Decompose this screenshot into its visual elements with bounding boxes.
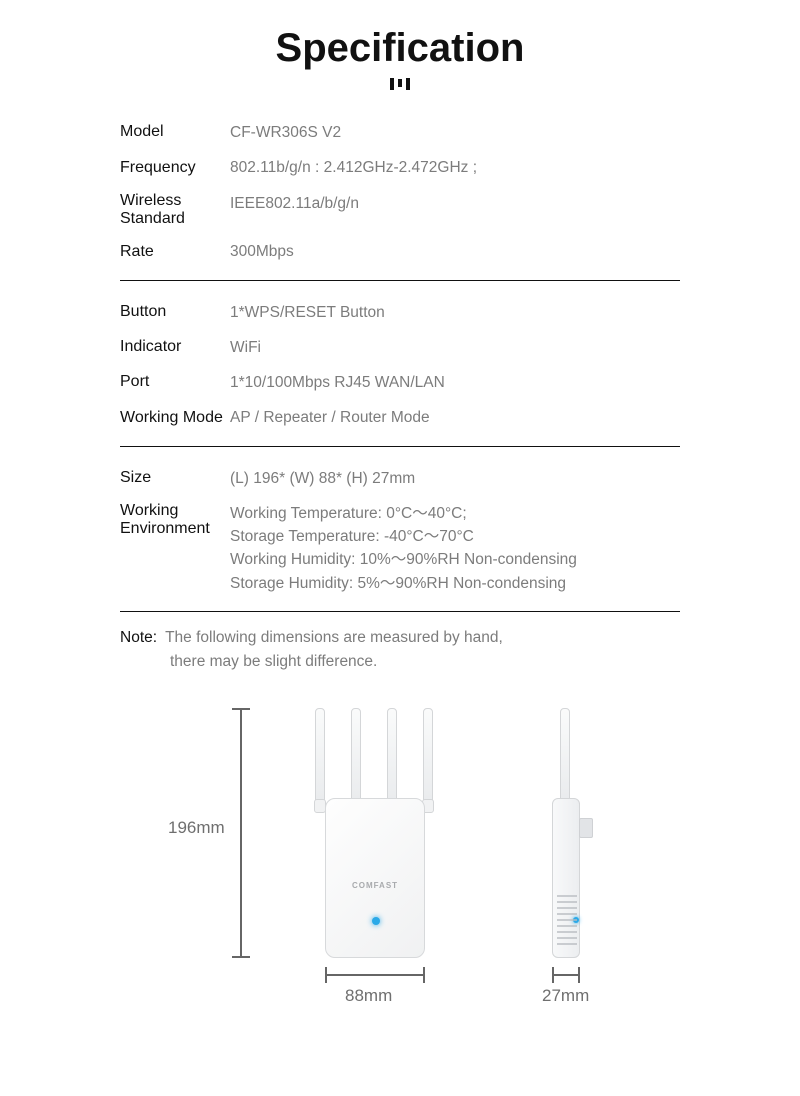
spec-value: 802.11b/g/n : 2.412GHz-2.472GHz ; bbox=[230, 156, 477, 179]
spec-row: Wireless StandardIEEE802.11a/b/g/n bbox=[120, 186, 680, 235]
spec-label: Working Environment bbox=[120, 502, 230, 539]
spec-value: AP / Repeater / Router Mode bbox=[230, 406, 430, 429]
spec-group: ModelCF-WR306S V2Frequency802.11b/g/n : … bbox=[120, 115, 680, 270]
note-block: Note: The following dimensions are measu… bbox=[120, 626, 680, 674]
spec-label: Wireless Standard bbox=[120, 192, 230, 229]
antenna-icon bbox=[560, 708, 570, 804]
width-label: 88mm bbox=[345, 986, 392, 1006]
spec-label: Frequency bbox=[120, 159, 230, 177]
device-body-side bbox=[552, 798, 580, 958]
spec-value: (L) 196* (W) 88* (H) 27mm bbox=[230, 467, 415, 490]
height-label: 196mm bbox=[168, 818, 225, 838]
device-front-illustration: COMFAST bbox=[295, 708, 455, 958]
spec-value: 1*10/100Mbps RJ45 WAN/LAN bbox=[230, 371, 445, 394]
spec-value: IEEE802.11a/b/g/n bbox=[230, 192, 359, 215]
depth-label: 27mm bbox=[542, 986, 589, 1006]
spec-row: Working ModeAP / Repeater / Router Mode bbox=[120, 400, 680, 435]
spec-row: Port1*10/100Mbps RJ45 WAN/LAN bbox=[120, 365, 680, 400]
spec-group: Button1*WPS/RESET ButtonIndicatorWiFiPor… bbox=[120, 295, 680, 436]
spec-groups: ModelCF-WR306S V2Frequency802.11b/g/n : … bbox=[0, 115, 800, 612]
antenna-icon bbox=[315, 708, 325, 806]
spec-sheet: Specification ModelCF-WR306S V2Frequency… bbox=[0, 0, 800, 1068]
note-line1: The following dimensions are measured by… bbox=[165, 629, 503, 646]
page-title: Specification bbox=[0, 26, 800, 71]
height-bracket-icon bbox=[240, 708, 242, 958]
vent-icon bbox=[557, 895, 577, 947]
note-label: Note: bbox=[120, 629, 157, 646]
dimension-drawing: 196mm COMFAST 88mm 27mm bbox=[120, 698, 680, 1028]
spec-row: IndicatorWiFi bbox=[120, 330, 680, 365]
brand-label: COMFAST bbox=[326, 881, 424, 890]
spec-label: Button bbox=[120, 303, 230, 321]
antenna-icon bbox=[387, 708, 397, 806]
group-divider bbox=[120, 446, 680, 447]
group-divider bbox=[120, 611, 680, 612]
spec-row: Frequency802.11b/g/n : 2.412GHz-2.472GHz… bbox=[120, 150, 680, 185]
antenna-icon bbox=[423, 708, 433, 806]
depth-bracket-icon bbox=[552, 974, 580, 976]
spec-value: 300Mbps bbox=[230, 240, 294, 263]
spec-row: Working EnvironmentWorking Temperature: … bbox=[120, 496, 680, 601]
antenna-icon bbox=[351, 708, 361, 806]
width-bracket-icon bbox=[325, 974, 425, 976]
spec-label: Rate bbox=[120, 243, 230, 261]
group-divider bbox=[120, 280, 680, 281]
spec-label: Model bbox=[120, 123, 230, 141]
spec-label: Indicator bbox=[120, 338, 230, 356]
spec-value: 1*WPS/RESET Button bbox=[230, 301, 385, 324]
spec-label: Size bbox=[120, 469, 230, 487]
device-body-front: COMFAST bbox=[325, 798, 425, 958]
spec-value: WiFi bbox=[230, 336, 261, 359]
spec-row: Button1*WPS/RESET Button bbox=[120, 295, 680, 330]
spec-value: Working Temperature: 0°C～40°C;Storage Te… bbox=[230, 502, 577, 595]
spec-row: ModelCF-WR306S V2 bbox=[120, 115, 680, 150]
plug-icon bbox=[579, 818, 593, 838]
title-decoration-icon bbox=[0, 77, 800, 95]
device-side-illustration bbox=[540, 708, 600, 958]
spec-label: Working Mode bbox=[120, 409, 230, 427]
spec-row: Rate300Mbps bbox=[120, 234, 680, 269]
spec-value: CF-WR306S V2 bbox=[230, 121, 341, 144]
spec-label: Port bbox=[120, 373, 230, 391]
note-line2: there may be slight difference. bbox=[120, 650, 680, 674]
spec-group: Size(L) 196* (W) 88* (H) 27mmWorking Env… bbox=[120, 461, 680, 601]
spec-row: Size(L) 196* (W) 88* (H) 27mm bbox=[120, 461, 680, 496]
